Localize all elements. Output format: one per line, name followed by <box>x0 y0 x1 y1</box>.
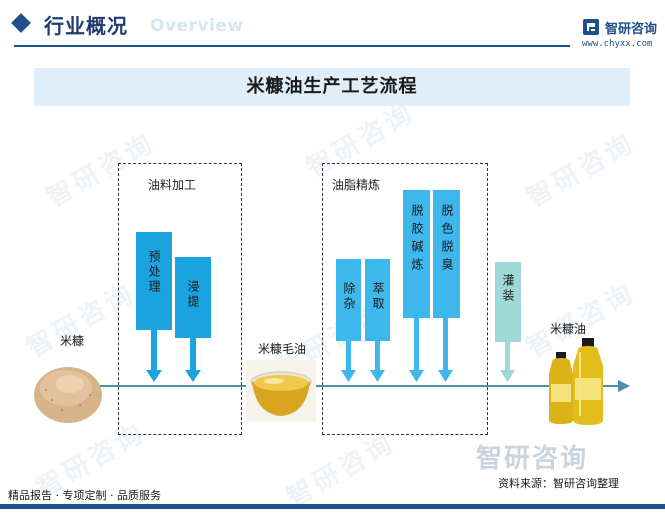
down-arrow-solvent-extraction <box>370 338 385 382</box>
section-title: 行业概况 <box>44 14 128 38</box>
step-label: 脱色脱臭 <box>440 204 454 276</box>
watermark-logo: 智研咨询 <box>476 444 589 474</box>
rice-bran-image <box>34 367 102 423</box>
down-arrow-extraction <box>185 336 201 382</box>
down-arrow-impurity-removal <box>341 338 356 382</box>
crude-oil-bowl-image <box>246 360 316 422</box>
title-banner <box>34 68 630 106</box>
down-arrow-bleaching <box>438 316 453 382</box>
step-bleaching-deodorizing <box>433 190 460 318</box>
down-arrow-pretreatment <box>146 328 162 382</box>
step-filling <box>495 262 521 342</box>
source-note: 资料来源：智研咨询整理 <box>498 477 619 490</box>
step-label: 灌装 <box>501 274 515 304</box>
step-label: 预处理 <box>147 250 161 295</box>
group-label: 油料加工 <box>148 178 197 192</box>
output-label: 米糠油 <box>550 322 587 336</box>
brand-url: www.chyxx.com <box>582 39 653 49</box>
header-rule <box>14 45 570 47</box>
oil-bottles-image <box>549 338 603 425</box>
flow-arrowhead <box>618 380 630 392</box>
step-pretreatment <box>136 232 172 330</box>
footer-tagline: 精品报告 · 专项定制 · 品质服务 <box>8 489 161 502</box>
down-arrow-filling <box>500 340 515 382</box>
diagram-title: 米糠油生产工艺流程 <box>246 76 418 97</box>
brand-name: 智研咨询 <box>605 22 658 37</box>
section-subtitle: Overview <box>150 16 244 36</box>
step-degumming-alkali-refining <box>403 190 430 318</box>
step-extraction <box>175 257 211 338</box>
step-label: 浸提 <box>186 280 200 310</box>
down-arrow-degumming <box>409 316 424 382</box>
brand-logo-icon <box>583 19 599 35</box>
input-label: 米糠 <box>60 334 85 348</box>
step-solvent-extraction <box>365 259 390 341</box>
group-label: 油脂精炼 <box>332 178 381 192</box>
footer-rule <box>0 504 665 509</box>
group-refining <box>322 163 488 435</box>
step-label: 脱胶碱炼 <box>410 204 424 276</box>
group-oil-processing <box>118 163 242 435</box>
intermediate-label: 米糠毛油 <box>258 342 307 356</box>
step-label: 除杂 <box>342 282 356 312</box>
step-impurity-removal <box>336 259 361 341</box>
step-label: 萃取 <box>371 282 385 312</box>
